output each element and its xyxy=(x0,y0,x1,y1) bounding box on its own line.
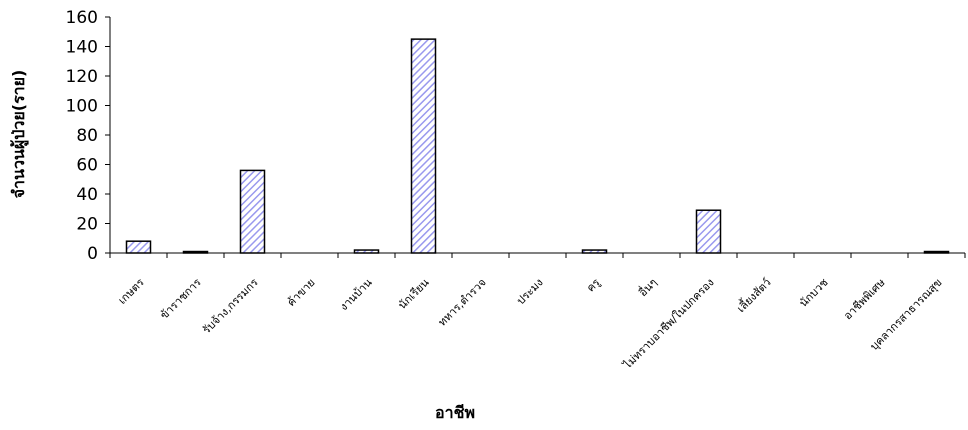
y-tick-label: 0 xyxy=(87,244,98,264)
category-label: ครู xyxy=(584,276,603,295)
category-label: ประมง xyxy=(514,276,545,307)
bar-6 xyxy=(410,38,437,254)
category-label: นักบวช xyxy=(797,276,831,310)
y-tick-label: 80 xyxy=(76,126,98,146)
category-label: เลี้ยงสัตว์ xyxy=(733,275,774,316)
y-tick-label: 140 xyxy=(66,38,98,58)
bar-5 xyxy=(353,249,380,254)
bar-15 xyxy=(923,250,950,254)
bar-1 xyxy=(125,240,152,254)
category-label: เกษตร xyxy=(116,276,147,307)
y-tick-label: 100 xyxy=(66,97,98,117)
category-label: อาชีพพิเศษ xyxy=(841,276,887,322)
y-tick-label: 20 xyxy=(76,215,98,235)
category-label: ข้าราชการ xyxy=(158,276,204,322)
y-tick-label: 120 xyxy=(66,67,98,87)
bar-9 xyxy=(581,249,608,254)
bar-3 xyxy=(239,169,266,254)
category-label: อื่นๆ xyxy=(635,274,660,299)
plot-area: 0 20 40 60 80 100 120 140 160 เกษตร ข้าราชการรับจ้… xyxy=(66,8,966,372)
category-label: งานบ้าน xyxy=(337,276,375,314)
category-label: รับจ้าง,กรรมกร xyxy=(200,276,261,337)
bar-11 xyxy=(695,209,722,254)
y-axis-title: จำนวนผู้ป่วย(ราย) xyxy=(9,70,30,199)
y-tick-label: 40 xyxy=(76,185,98,205)
category-label: ค้าขาย xyxy=(285,276,318,309)
y-tick-label: 60 xyxy=(76,156,98,176)
bar-2 xyxy=(182,250,209,254)
category-label: ไม่ทราบอาชีพ/ในปกครอง xyxy=(620,276,716,372)
category-label: นักเรียน xyxy=(396,276,432,312)
x-axis-title: อาชีพ xyxy=(435,403,475,422)
y-tick-label: 160 xyxy=(66,8,98,28)
category-label: ทหาร,ตำรวจ xyxy=(436,276,489,329)
